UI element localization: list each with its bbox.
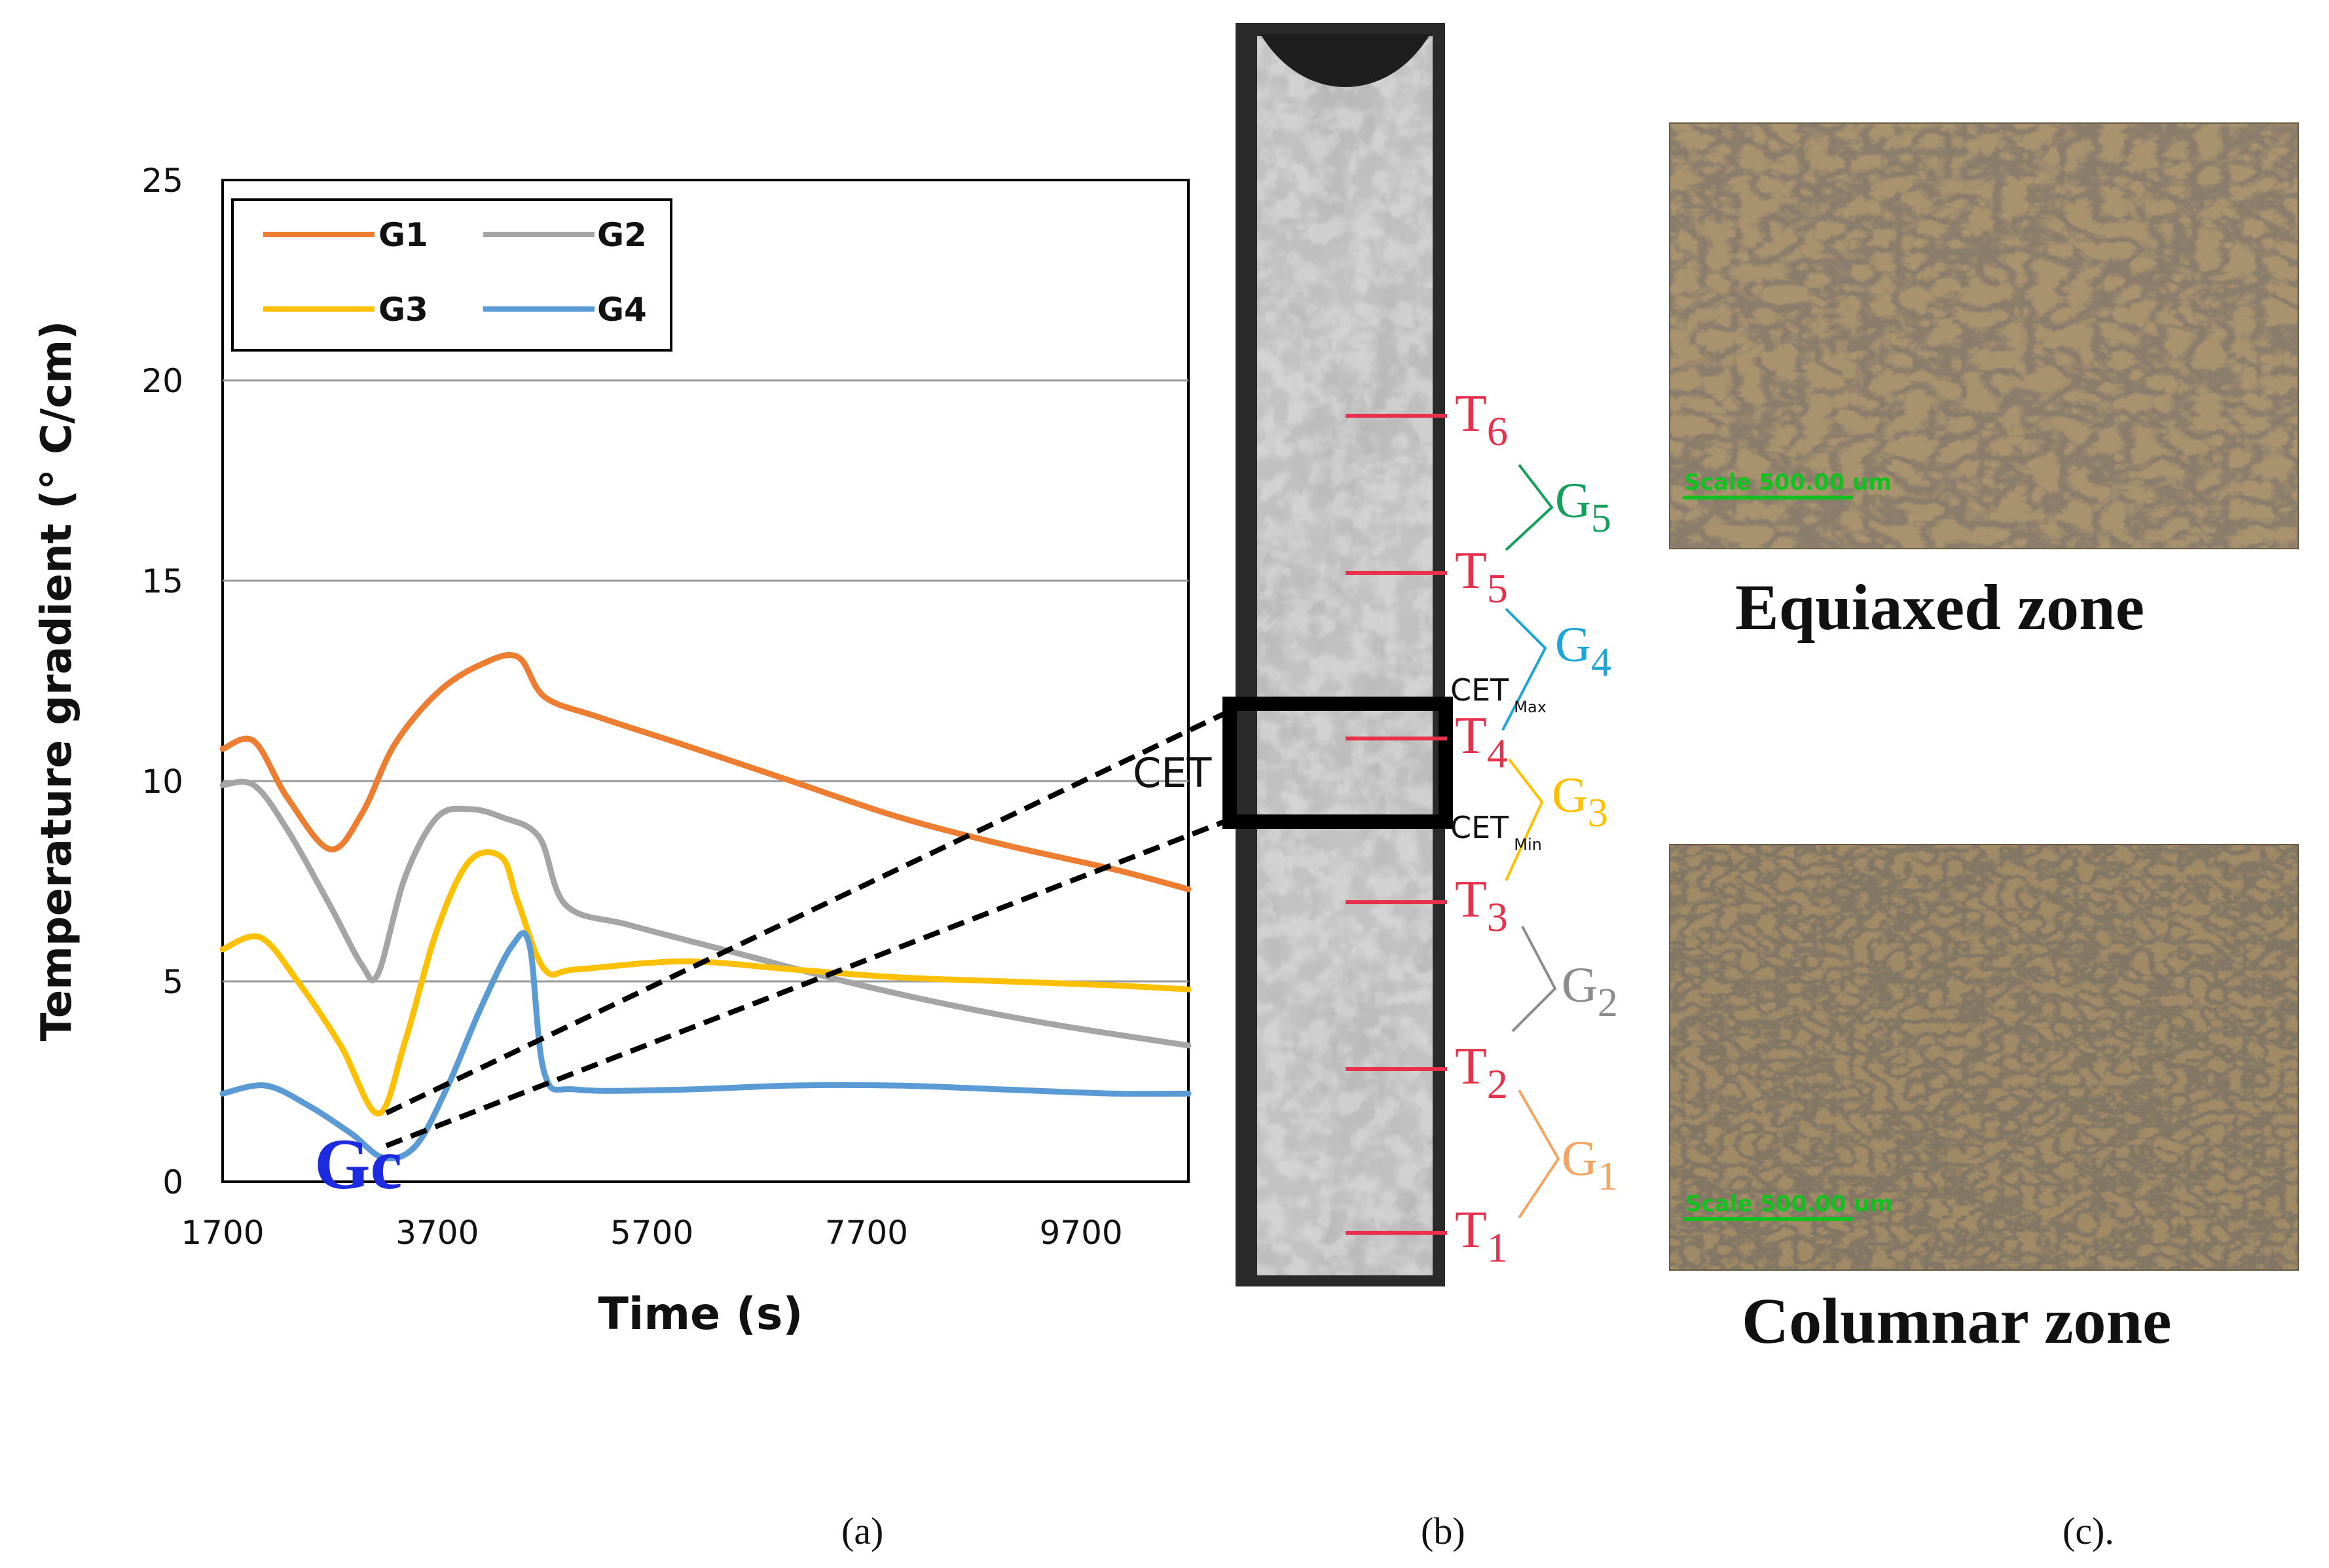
connector-lower (385, 819, 1226, 1148)
cet-annotation: CET (1133, 749, 1212, 797)
gradient-bracket-g1: G1 (1518, 1089, 1618, 1219)
cet-box (1222, 697, 1453, 829)
y-tick-label: 15 (141, 562, 183, 600)
svg-text:G5: G5 (1555, 473, 1611, 541)
legend-label-g1: G1 (378, 216, 428, 254)
x-tick-label: 7700 (825, 1214, 908, 1252)
x-axis-label: Time (s) (598, 1288, 803, 1340)
shrinkage-cavity (1260, 34, 1430, 87)
legend: G1 G2 G3 G4 (231, 198, 672, 352)
x-tick-labels: 1700 3700 5700 7700 9700 (181, 1214, 1122, 1252)
gradient-bracket-g2: G2 (1511, 926, 1618, 1032)
y-tick-labels: 0 5 10 15 20 25 (141, 162, 183, 1201)
x-tick-label: 1700 (181, 1214, 264, 1252)
svg-text:G2: G2 (1562, 958, 1618, 1025)
temperature-gradient-chart: 0 5 10 15 20 25 1700 3700 5700 7700 9700 Temperat… (33, 162, 1212, 1340)
equiaxed-scale-text: Scale 500.00 um (1684, 469, 1892, 496)
y-tick-label: 0 (162, 1163, 183, 1201)
panel-label-c: (c). (2063, 1510, 2114, 1552)
sensor-label-t1: T1 (1455, 1201, 1508, 1271)
svg-text:G1: G1 (1562, 1131, 1618, 1199)
panel-label-a: (a) (841, 1510, 884, 1552)
series-line-g2 (219, 778, 1192, 1049)
legend-box (231, 198, 672, 352)
svg-text:G3: G3 (1552, 768, 1608, 835)
y-axis-label: Temperature gradient (° C/cm) (33, 321, 81, 1042)
y-tick-label: 5 (162, 963, 183, 1001)
cet-max-label: CET Max (1450, 672, 1547, 716)
casting-cross-section: T6 T5 T4 T3 T2 T1 G5 G4 G3 G2 (1222, 23, 1618, 1286)
series-line-g3 (219, 849, 1192, 1117)
sensor-label-t6: T6 (1455, 385, 1508, 454)
y-tick-label: 10 (141, 763, 183, 801)
sensor-label-t4: T4 (1455, 707, 1508, 776)
svg-text:G4: G4 (1555, 617, 1611, 685)
gradient-bracket-g5: G5 (1505, 464, 1611, 551)
series-lines (219, 651, 1192, 1161)
series-line-g4 (219, 930, 1192, 1161)
sensor-label-t2: T2 (1455, 1038, 1508, 1107)
legend-label-g3: G3 (378, 291, 428, 329)
sensor-label-t5: T5 (1455, 542, 1508, 611)
legend-label-g4: G4 (597, 291, 647, 329)
gradient-bracket-g3: G3 (1505, 758, 1608, 881)
casting-texture-fine (1257, 36, 1433, 1275)
sensor-label-t3: T3 (1455, 871, 1508, 940)
connector-upper (385, 711, 1226, 1116)
gradient-bracket-g4: G4 (1501, 608, 1611, 731)
gc-annotation: Gc (314, 1124, 402, 1204)
panel-label-b: (b) (1421, 1510, 1465, 1552)
columnar-micrograph: Scale 500.00 um (1669, 844, 2299, 1271)
cet-connector-lines (385, 711, 1226, 1148)
x-tick-label: 9700 (1039, 1214, 1122, 1252)
cet-min-label: CET Min (1450, 810, 1542, 854)
x-tick-label: 5700 (610, 1214, 693, 1252)
columnar-zone-caption: Columnar zone (1742, 1285, 2172, 1357)
y-tick-label: 20 (141, 362, 183, 400)
x-tick-label: 3700 (395, 1214, 479, 1252)
equiaxed-zone-caption: Equiaxed zone (1735, 571, 2145, 644)
equiaxed-micrograph: Scale 500.00 um (1669, 122, 2299, 549)
columnar-scale-text: Scale 500.00 um (1685, 1191, 1893, 1217)
legend-label-g2: G2 (597, 216, 647, 254)
y-tick-label: 25 (141, 162, 183, 200)
series-line-g1 (219, 651, 1192, 892)
